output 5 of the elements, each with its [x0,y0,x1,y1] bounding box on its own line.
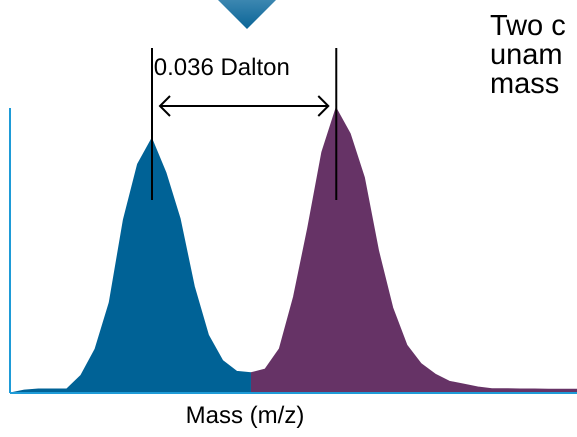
text: unam [490,39,564,71]
text: 0.036 Dalton [154,54,290,82]
text: Two c [490,10,566,42]
x-axis-title: Mass (m/z) [184,402,306,430]
text: mass [490,68,560,100]
